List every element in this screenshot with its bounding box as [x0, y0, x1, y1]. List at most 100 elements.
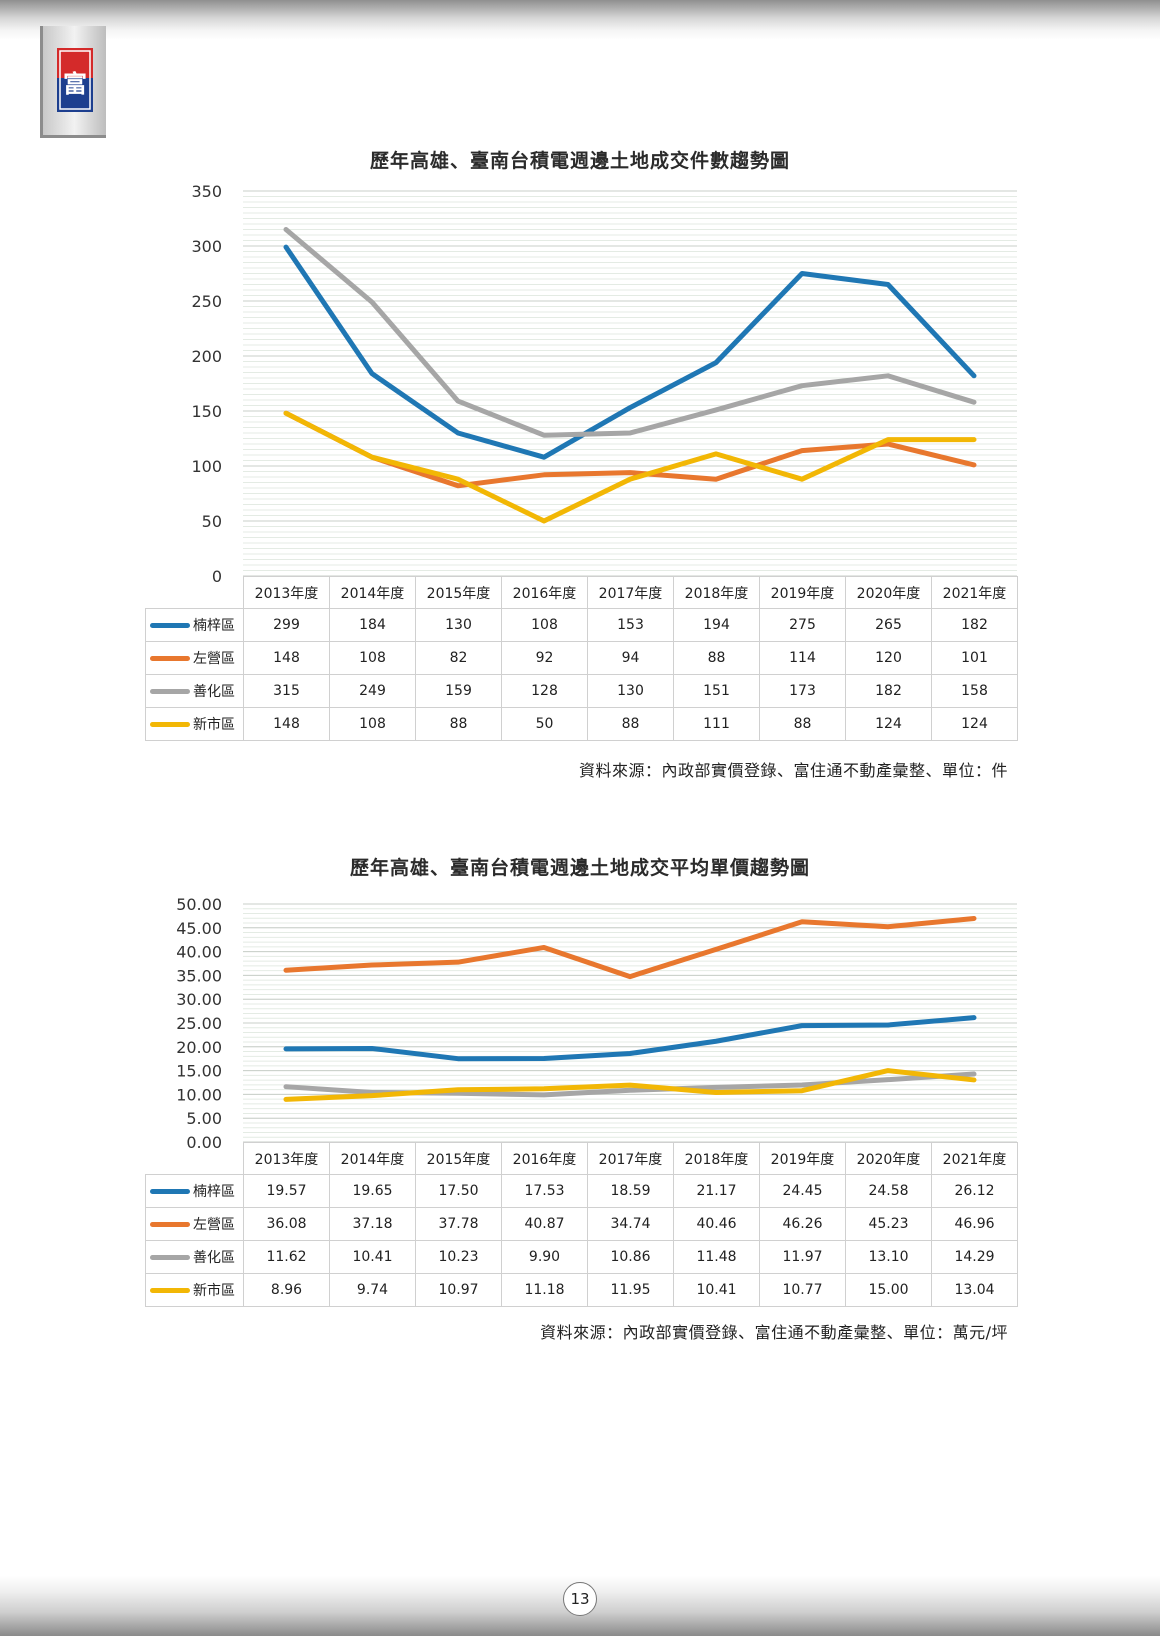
- x-tick-label: 2017年度: [587, 576, 674, 609]
- chart1-plot: 0 50 100 150 200 250 300 350: [191, 182, 1017, 586]
- legend-entry: 新市區: [145, 1273, 244, 1307]
- table-row: 新市區 148 108 88 50 88 111 88 124 124: [145, 707, 1018, 741]
- y-tick-label: 40.00: [176, 943, 222, 962]
- y-tick-label: 350: [191, 182, 222, 201]
- legend-swatch: [150, 688, 190, 694]
- y-tick-label: 25.00: [176, 1014, 222, 1033]
- legend-entry: 新市區: [145, 707, 244, 741]
- data-label: 11.48: [673, 1240, 760, 1274]
- legend-swatch: [150, 1188, 190, 1194]
- x-tick-label: 2013年度: [243, 1142, 330, 1175]
- data-label: 88: [759, 707, 846, 741]
- data-label: 151: [673, 674, 760, 708]
- data-label: 182: [931, 608, 1018, 642]
- data-label: 40.46: [673, 1207, 760, 1241]
- data-label: 40.87: [501, 1207, 588, 1241]
- y-tick-label: 5.00: [186, 1109, 222, 1128]
- legend-entry: 左營區: [145, 1207, 244, 1241]
- data-label: 88: [673, 641, 760, 675]
- chart1-data-table: 2013年度 2014年度 2015年度 2016年度 2017年度 2018年度 2019…: [145, 576, 1018, 741]
- x-tick-label: 2014年度: [329, 1142, 416, 1175]
- chart2-source-note: 資料來源：內政部實價登錄、富住通不動產彙整、單位：萬元/坪: [540, 1323, 1008, 1342]
- legend-swatch: [150, 1254, 190, 1260]
- legend-swatch: [150, 721, 190, 727]
- y-tick-label: 50.00: [176, 895, 222, 914]
- series-name: 楠梓區: [193, 618, 235, 634]
- data-label: 26.12: [931, 1174, 1018, 1208]
- data-label: 299: [243, 608, 330, 642]
- data-label: 111: [673, 707, 760, 741]
- data-label: 82: [415, 641, 502, 675]
- series-name: 左營區: [193, 651, 235, 667]
- data-label: 182: [845, 674, 932, 708]
- y-tick-label: 15.00: [176, 1062, 222, 1081]
- svg-text:富: 富: [63, 70, 87, 98]
- chart1-source-note: 資料來源：內政部實價登錄、富住通不動產彙整、單位：件: [578, 761, 1008, 780]
- data-label: 10.41: [673, 1273, 760, 1307]
- data-label: 148: [243, 641, 330, 675]
- table-row: 新市區 8.96 9.74 10.97 11.18 11.95 10.41 10.77 15.0…: [145, 1273, 1018, 1307]
- legend-swatch: [150, 1287, 190, 1293]
- data-label: 148: [243, 707, 330, 741]
- x-tick-label: 2021年度: [931, 576, 1018, 609]
- chart2-data-table: 2013年度 2014年度 2015年度 2016年度 2017年度 2018年度 2019…: [145, 1142, 1018, 1307]
- data-label: 158: [931, 674, 1018, 708]
- data-label: 11.18: [501, 1273, 588, 1307]
- data-label: 13.04: [931, 1273, 1018, 1307]
- data-label: 159: [415, 674, 502, 708]
- series-name: 新市區: [193, 717, 235, 733]
- data-label: 36.08: [243, 1207, 330, 1241]
- legend-entry: 左營區: [145, 641, 244, 675]
- top-band: [0, 0, 1160, 40]
- data-label: 46.96: [931, 1207, 1018, 1241]
- legend-entry: 楠梓區: [145, 608, 244, 642]
- data-label: 11.95: [587, 1273, 674, 1307]
- legend-entry: 善化區: [145, 674, 244, 708]
- table-row: 善化區 315 249 159 128 130 151 173 182 158: [145, 674, 1018, 708]
- data-label: 10.86: [587, 1240, 674, 1274]
- x-tick-label: 2016年度: [501, 576, 588, 609]
- x-tick-label: 2018年度: [673, 576, 760, 609]
- table-row: 楠梓區 19.57 19.65 17.50 17.53 18.59 21.17 24.45 24…: [145, 1174, 1018, 1208]
- y-tick-label: 0.00: [186, 1133, 222, 1152]
- series-line-2: [283, 915, 977, 980]
- table-row: 善化區 11.62 10.41 10.23 9.90 10.86 11.48 11.97 13.…: [145, 1240, 1018, 1274]
- y-tick-label: 30.00: [176, 990, 222, 1009]
- x-tick-label: 2014年度: [329, 576, 416, 609]
- data-label: 11.97: [759, 1240, 846, 1274]
- y-tick-label: 45.00: [176, 919, 222, 938]
- data-label: 249: [329, 674, 416, 708]
- series-name: 楠梓區: [193, 1184, 235, 1200]
- data-label: 46.26: [759, 1207, 846, 1241]
- data-label: 10.77: [759, 1273, 846, 1307]
- series-name: 左營區: [193, 1217, 235, 1233]
- data-label: 92: [501, 641, 588, 675]
- legend-entry: 善化區: [145, 1240, 244, 1274]
- data-label: 10.97: [415, 1273, 502, 1307]
- y-tick-label: 35.00: [176, 966, 222, 985]
- page-number: 13: [563, 1582, 597, 1616]
- data-label: 45.23: [845, 1207, 932, 1241]
- data-label: 18.59: [587, 1174, 674, 1208]
- data-label: 37.78: [415, 1207, 502, 1241]
- data-label: 120: [845, 641, 932, 675]
- legend-swatch: [150, 1221, 190, 1227]
- data-label: 114: [759, 641, 846, 675]
- data-label: 24.45: [759, 1174, 846, 1208]
- x-tick-label: 2016年度: [501, 1142, 588, 1175]
- data-label: 10.41: [329, 1240, 416, 1274]
- data-label: 184: [329, 608, 416, 642]
- x-tick-label: 2019年度: [759, 1142, 846, 1175]
- data-label: 128: [501, 674, 588, 708]
- logo-frame: 富: [40, 26, 106, 138]
- series-name: 新市區: [193, 1283, 235, 1299]
- legend-swatch: [150, 655, 190, 661]
- company-logo-icon: 富: [57, 48, 93, 112]
- y-tick-label: 0: [212, 567, 222, 586]
- x-tick-label: 2015年度: [415, 1142, 502, 1175]
- series-name: 善化區: [193, 684, 235, 700]
- data-label: 37.18: [329, 1207, 416, 1241]
- data-label: 9.74: [329, 1273, 416, 1307]
- y-tick-label: 150: [191, 402, 222, 421]
- data-label: 153: [587, 608, 674, 642]
